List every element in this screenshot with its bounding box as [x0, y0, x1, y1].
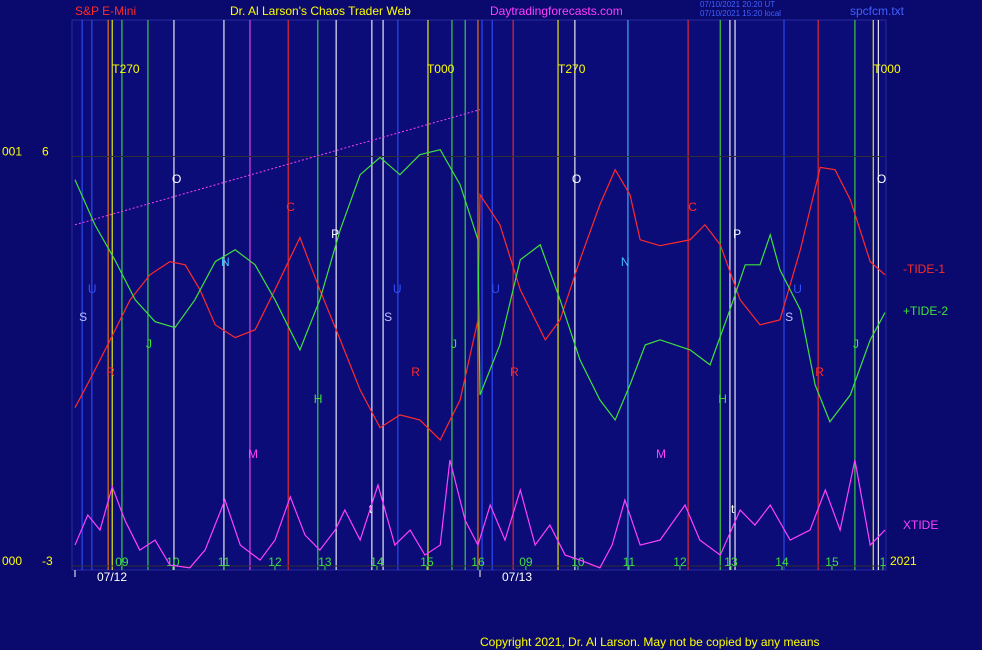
series-line	[74, 148, 886, 423]
event-marker: O	[172, 172, 181, 186]
timestamp: 07/10/2021 15:20 local	[700, 9, 781, 18]
event-marker: T270	[112, 62, 140, 76]
event-marker: U	[393, 282, 402, 296]
event-marker: S	[785, 310, 793, 324]
legend-label: +TIDE-2	[903, 304, 948, 318]
year: 2021	[890, 554, 917, 568]
event-marker: R	[411, 365, 420, 379]
event-marker: U	[88, 282, 97, 296]
x-tick-label: 12	[673, 555, 687, 569]
instrument: S&P E-Mini	[75, 4, 136, 18]
event-marker: T000	[873, 62, 901, 76]
event-marker: t	[369, 502, 373, 516]
event-marker: U	[491, 282, 500, 296]
event-marker: T000	[427, 62, 455, 76]
x-tick-label: 13	[724, 555, 738, 569]
event-marker: J	[146, 337, 152, 351]
event-marker: N	[621, 255, 630, 269]
website: Daytradingforecasts.com	[490, 4, 623, 18]
event-marker: N	[221, 255, 230, 269]
y-tick-code: 000	[2, 554, 22, 568]
event-marker: J	[451, 337, 457, 351]
x-tick-label: 09	[115, 555, 129, 569]
event-marker: C	[688, 200, 697, 214]
event-marker: U	[793, 282, 802, 296]
y-tick-label: -3	[42, 554, 53, 568]
event-marker: P	[331, 227, 339, 241]
event-marker: H	[718, 392, 727, 406]
x-tick-label: 16	[471, 555, 485, 569]
legend-label: -TIDE-1	[903, 262, 945, 276]
y-tick-label: 6	[42, 145, 49, 159]
event-marker: R	[510, 365, 519, 379]
y-tick-code: 001	[2, 145, 22, 159]
event-marker: T270	[558, 62, 586, 76]
event-marker: C	[286, 200, 295, 214]
x-tick-label: 11	[623, 555, 636, 569]
event-marker: H	[314, 392, 323, 406]
series-line	[74, 166, 886, 441]
event-marker: M	[656, 447, 666, 461]
event-marker: M	[248, 447, 258, 461]
x-tick-label: 1	[880, 555, 887, 569]
x-tick-label: 12	[268, 555, 282, 569]
x-tick-label: 14	[775, 555, 789, 569]
event-marker: t	[731, 502, 735, 516]
event-marker: S	[384, 310, 392, 324]
date-label: 07/13	[502, 570, 532, 584]
legend-label: XTIDE	[903, 518, 938, 532]
event-marker: S	[79, 310, 87, 324]
timestamp: 07/10/2021 20:20 UT	[700, 0, 775, 9]
series-line	[74, 459, 886, 569]
event-marker: R	[106, 365, 115, 379]
file-name: spcfcm.txt	[850, 4, 905, 18]
x-tick-label: 11	[218, 555, 231, 569]
event-marker: R	[815, 365, 824, 379]
copyright: Copyright 2021, Dr. Al Larson. May not b…	[480, 635, 820, 649]
x-tick-label: 14	[370, 555, 384, 569]
event-marker: O	[572, 172, 581, 186]
event-marker: O	[877, 172, 886, 186]
date-label: 07/12	[97, 570, 127, 584]
event-marker: J	[853, 337, 859, 351]
event-marker: P	[733, 227, 741, 241]
x-tick-label: 15	[420, 555, 434, 569]
x-tick-label: 15	[825, 555, 839, 569]
chart-title: Dr. Al Larson's Chaos Trader Web	[230, 4, 411, 18]
x-tick-label: 09	[519, 555, 533, 569]
x-tick-label: 13	[318, 555, 332, 569]
